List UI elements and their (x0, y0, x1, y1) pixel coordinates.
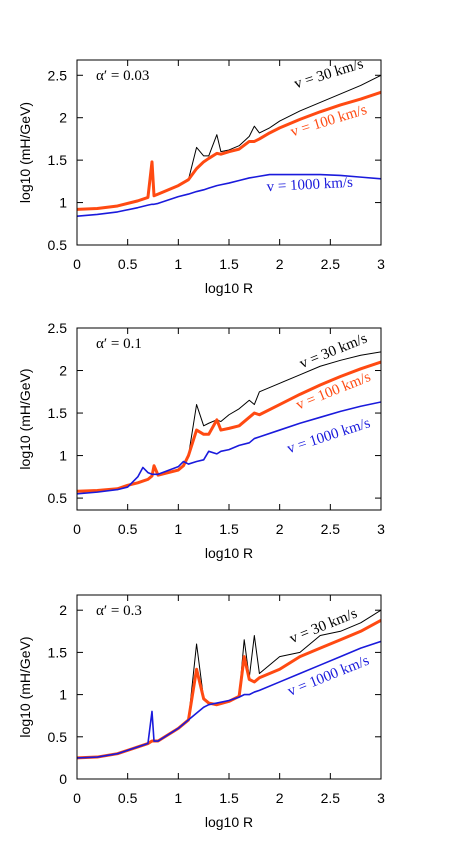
series-line (77, 90, 381, 211)
series-label: v = 1000 km/s (266, 175, 353, 196)
x-tick-label: 2 (276, 256, 284, 272)
y-axis-label: log10 (mH/GeV) (17, 368, 33, 469)
series-line (77, 360, 381, 493)
y-axis-label: log10 (mH/GeV) (17, 102, 33, 203)
series-line (77, 351, 381, 492)
series-line (77, 619, 381, 760)
plot-frame (76, 59, 382, 246)
x-tick-label: 3 (377, 790, 385, 806)
y-tick-label: 1 (59, 448, 67, 464)
annotation: α′ = 0.03 (96, 68, 149, 84)
plot-frame (76, 327, 382, 511)
x-tick-label: 1 (174, 790, 182, 806)
y-axis-label: log10 (mH/GeV) (17, 636, 33, 737)
series-line (77, 640, 381, 759)
y-tick-label: 2 (59, 110, 67, 126)
x-tick-label: 0 (73, 256, 81, 272)
x-axis-label: log10 R (205, 545, 253, 561)
x-tick-label: 0 (73, 521, 81, 537)
panel: 0 0.5 1 1.5 2 0 0.5 1 1.5 2 2.5 3 v = 30 km/s v = 100… (17, 594, 385, 830)
y-tick-label: 1.5 (48, 644, 68, 660)
y-tick-label: 1.5 (48, 152, 68, 168)
x-axis-label: log10 R (205, 814, 253, 830)
series-label: v = 1000 km/s (285, 415, 372, 457)
x-tick-label: 0.5 (118, 256, 138, 272)
x-tick-label: 2 (276, 790, 284, 806)
y-tick-label: 1 (59, 195, 67, 211)
x-tick-label: 0 (73, 790, 81, 806)
y-tick-label: 1.5 (48, 405, 68, 421)
x-axis-label: log10 R (205, 280, 253, 296)
x-tick-label: 1.5 (219, 790, 239, 806)
y-tick-label: 0 (59, 771, 67, 787)
y-tick-label: 2.5 (48, 67, 68, 83)
x-tick-label: 1 (174, 521, 182, 537)
x-tick-label: 1.5 (219, 256, 239, 272)
x-tick-label: 2 (276, 521, 284, 537)
series-label: v = 1000 km/s (285, 653, 371, 700)
plot-frame (76, 594, 382, 780)
y-tick-label: 2 (59, 602, 67, 618)
x-tick-label: 1 (174, 256, 182, 272)
y-tick-label: 0.5 (48, 729, 68, 745)
annotation: α′ = 0.1 (96, 336, 142, 352)
series-label: v = 30 km/s (287, 605, 359, 647)
annotation: α′ = 0.3 (96, 603, 142, 619)
x-tick-label: 0.5 (118, 790, 138, 806)
x-tick-label: 0.5 (118, 521, 138, 537)
y-tick-label: 1 (59, 687, 67, 703)
x-tick-label: 1.5 (219, 521, 239, 537)
x-tick-label: 3 (377, 521, 385, 537)
x-tick-label: 2.5 (321, 790, 341, 806)
y-tick-label: 0.5 (48, 237, 68, 253)
panel: 0.5 1 1.5 2 2.5 0 0.5 1 1.5 2 2.5 3 v = 30 km/s v = 1… (17, 320, 385, 561)
series-line (77, 401, 381, 495)
x-tick-label: 2.5 (321, 521, 341, 537)
y-tick-label: 2 (59, 363, 67, 379)
series-label: v = 30 km/s (297, 330, 369, 372)
panel: 0.5 1 1.5 2 2.5 0 0.5 1 1.5 2 2.5 3 v = 30 km/s v = 1… (17, 56, 385, 296)
y-tick-label: 2.5 (48, 320, 68, 336)
series-line (77, 173, 381, 217)
x-tick-label: 3 (377, 256, 385, 272)
series-line (77, 609, 381, 759)
x-tick-label: 2.5 (321, 256, 341, 272)
y-tick-label: 0.5 (48, 490, 68, 506)
series-label: v = 30 km/s (292, 56, 365, 92)
